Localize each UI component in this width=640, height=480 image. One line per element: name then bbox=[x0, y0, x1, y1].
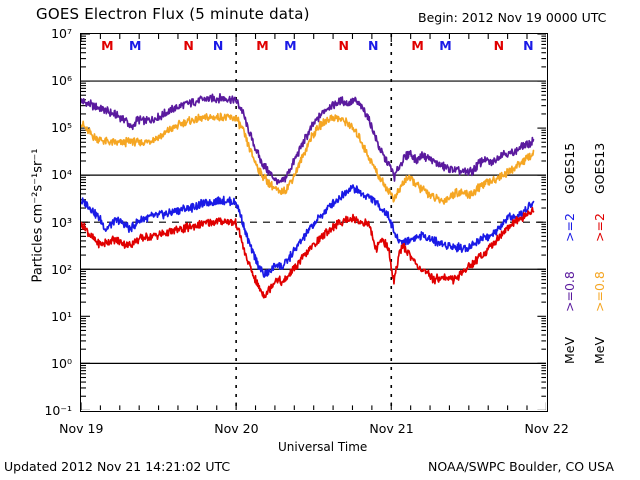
begin-time-label: Begin: 2012 Nov 19 0000 UTC bbox=[418, 10, 607, 25]
legend-channel-low: >=2 bbox=[592, 213, 607, 242]
y-tick-label: 10⁴ bbox=[51, 167, 72, 183]
x-tick-label: Nov 21 bbox=[369, 421, 414, 436]
event-marker-m: M bbox=[439, 38, 452, 53]
y-tick-label: 10⁵ bbox=[51, 120, 72, 136]
y-tick-label: 10⁶ bbox=[51, 73, 72, 89]
legend-channel-high: >=0.8 bbox=[562, 271, 577, 312]
legend-unit: MeV bbox=[562, 336, 577, 364]
series-line-goes15-0-8-mev bbox=[81, 92, 535, 185]
x-tick-label: Nov 20 bbox=[214, 421, 259, 436]
chart-title: GOES Electron Flux (5 minute data) bbox=[36, 5, 310, 23]
y-tick-label: 10³ bbox=[51, 214, 72, 230]
event-marker-n: N bbox=[338, 38, 349, 53]
event-marker-n: N bbox=[183, 38, 194, 53]
plot-svg bbox=[81, 34, 547, 411]
y-tick-label: 10⁷ bbox=[51, 26, 72, 42]
series-line-goes15-2-mev bbox=[81, 184, 535, 278]
x-tick-label: Nov 19 bbox=[59, 421, 104, 436]
x-tick-label: Nov 22 bbox=[524, 421, 569, 436]
event-marker-m: M bbox=[129, 38, 142, 53]
updated-timestamp: Updated 2012 Nov 21 14:21:02 UTC bbox=[4, 459, 231, 474]
y-tick-label: 10¹ bbox=[51, 308, 72, 324]
plot-area bbox=[80, 33, 548, 412]
x-axis-label: Universal Time bbox=[278, 440, 368, 454]
event-marker-n: N bbox=[212, 38, 224, 53]
legend-satellite: GOES13 bbox=[592, 142, 607, 194]
legend-satellite: GOES15 bbox=[562, 142, 577, 194]
series-line-goes13-0-8-mev bbox=[81, 112, 535, 205]
y-tick-label: 10⁻¹ bbox=[44, 402, 72, 418]
legend-channel-high: >=0.8 bbox=[592, 271, 607, 312]
event-marker-m: M bbox=[411, 38, 424, 53]
series-line-goes13-2-mev bbox=[81, 206, 535, 299]
y-tick-label: 10² bbox=[51, 261, 72, 277]
event-marker-n: N bbox=[523, 38, 534, 53]
event-marker-m: M bbox=[101, 38, 114, 53]
legend-channel-low: >=2 bbox=[562, 213, 577, 242]
event-marker-m: M bbox=[284, 38, 297, 53]
legend-unit: MeV bbox=[592, 336, 607, 364]
source-label: NOAA/SWPC Boulder, CO USA bbox=[428, 459, 614, 474]
event-marker-n: N bbox=[367, 38, 379, 53]
y-tick-label: 10⁰ bbox=[51, 355, 72, 371]
event-marker-n: N bbox=[493, 38, 505, 53]
event-marker-m: M bbox=[256, 38, 269, 53]
